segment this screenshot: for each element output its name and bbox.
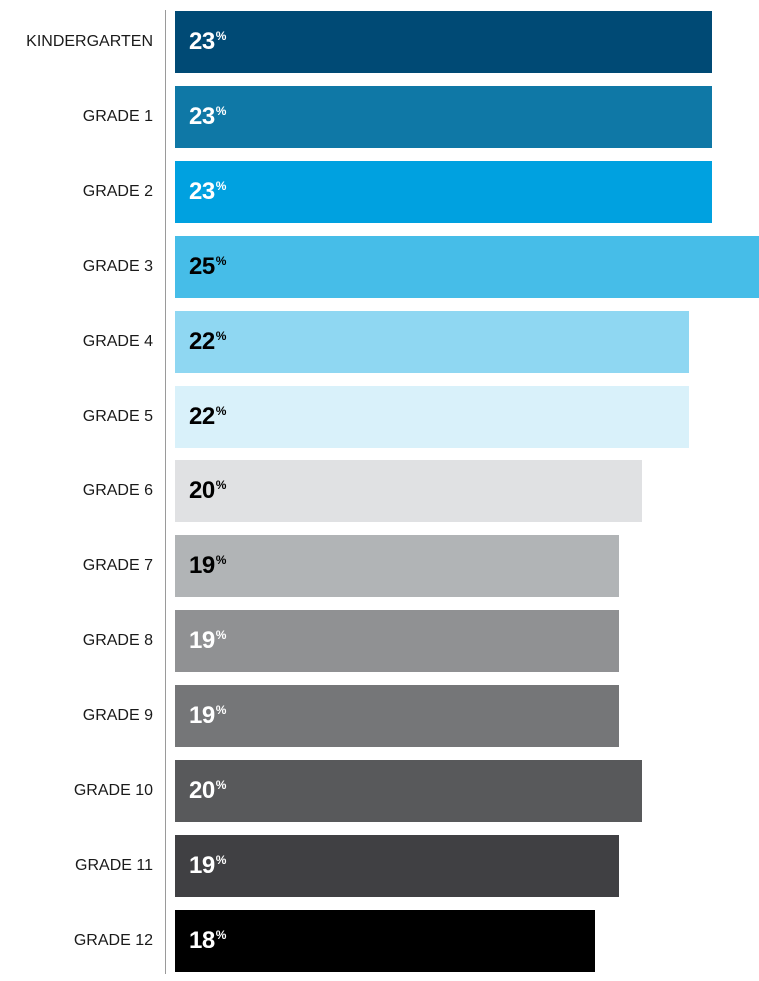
category-label-grade-11: GRADE 11 bbox=[75, 857, 153, 874]
value-label-grade-12: 18% bbox=[189, 927, 226, 955]
value-label-grade-8: 19% bbox=[189, 627, 226, 655]
value-number: 22 bbox=[189, 403, 215, 430]
bar-grade-3: 25% bbox=[175, 236, 759, 298]
value-unit: % bbox=[215, 329, 227, 343]
value-number: 19 bbox=[189, 852, 215, 879]
bar-grade-12: 18% bbox=[175, 910, 595, 972]
value-unit: % bbox=[215, 703, 227, 717]
category-label-kindergarten: KINDERGARTEN bbox=[26, 33, 153, 50]
bar-grade-2: 23% bbox=[175, 161, 712, 223]
category-label-grade-8: GRADE 8 bbox=[82, 632, 153, 649]
value-number: 25 bbox=[189, 253, 215, 280]
category-label-grade-10: GRADE 10 bbox=[73, 782, 153, 799]
value-label-grade-7: 19% bbox=[189, 552, 226, 580]
value-number: 22 bbox=[189, 328, 215, 355]
bar-grade-6: 20% bbox=[175, 460, 642, 522]
value-unit: % bbox=[215, 928, 227, 942]
value-unit: % bbox=[215, 628, 227, 642]
value-number: 23 bbox=[189, 103, 215, 130]
value-number: 20 bbox=[189, 477, 215, 504]
category-label-grade-2: GRADE 2 bbox=[82, 183, 153, 200]
bar-grade-7: 19% bbox=[175, 535, 619, 597]
value-label-grade-4: 22% bbox=[189, 328, 226, 356]
category-label-grade-6: GRADE 6 bbox=[82, 482, 153, 499]
category-label-grade-7: GRADE 7 bbox=[82, 557, 153, 574]
value-label-grade-1: 23% bbox=[189, 103, 226, 131]
value-unit: % bbox=[215, 104, 227, 118]
value-label-kindergarten: 23% bbox=[189, 28, 226, 56]
value-label-grade-11: 19% bbox=[189, 852, 226, 880]
category-label-grade-12: GRADE 12 bbox=[73, 932, 153, 949]
bar-grade-4: 22% bbox=[175, 311, 689, 373]
value-unit: % bbox=[215, 553, 227, 567]
value-label-grade-2: 23% bbox=[189, 178, 226, 206]
value-unit: % bbox=[215, 29, 227, 43]
category-label-grade-5: GRADE 5 bbox=[82, 408, 153, 425]
value-number: 23 bbox=[189, 28, 215, 55]
value-label-grade-9: 19% bbox=[189, 702, 226, 730]
value-unit: % bbox=[215, 254, 227, 268]
value-number: 18 bbox=[189, 927, 215, 954]
value-number: 19 bbox=[189, 702, 215, 729]
value-unit: % bbox=[215, 853, 227, 867]
value-number: 19 bbox=[189, 552, 215, 579]
bar-grade-5: 22% bbox=[175, 386, 689, 448]
bar-grade-11: 19% bbox=[175, 835, 619, 897]
category-axis-line bbox=[165, 10, 166, 974]
value-label-grade-6: 20% bbox=[189, 477, 226, 505]
category-label-grade-4: GRADE 4 bbox=[82, 333, 153, 350]
value-unit: % bbox=[215, 778, 227, 792]
value-unit: % bbox=[215, 404, 227, 418]
value-number: 20 bbox=[189, 777, 215, 804]
value-label-grade-3: 25% bbox=[189, 253, 226, 281]
bar-grade-9: 19% bbox=[175, 685, 619, 747]
category-label-grade-9: GRADE 9 bbox=[82, 707, 153, 724]
bar-grade-8: 19% bbox=[175, 610, 619, 672]
value-number: 19 bbox=[189, 627, 215, 654]
value-label-grade-10: 20% bbox=[189, 777, 226, 805]
value-label-grade-5: 22% bbox=[189, 403, 226, 431]
bar-grade-1: 23% bbox=[175, 86, 712, 148]
value-unit: % bbox=[215, 478, 227, 492]
category-label-grade-1: GRADE 1 bbox=[82, 108, 153, 125]
category-label-grade-3: GRADE 3 bbox=[82, 258, 153, 275]
value-number: 23 bbox=[189, 178, 215, 205]
bar-grade-10: 20% bbox=[175, 760, 642, 822]
bar-kindergarten: 23% bbox=[175, 11, 712, 73]
value-unit: % bbox=[215, 179, 227, 193]
